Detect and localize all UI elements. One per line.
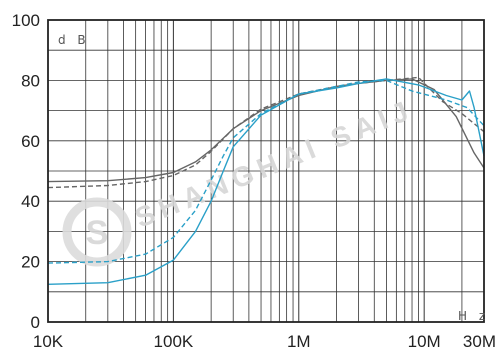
x-unit-label: H z	[458, 309, 489, 323]
chart-grid	[47, 20, 485, 322]
watermark-logo-letter: S	[86, 214, 109, 252]
y-tick-label: 40	[21, 192, 40, 211]
x-tick-label: 1M	[287, 332, 311, 351]
y-tick-label: 20	[21, 253, 40, 272]
x-axis-ticks: 10K 100K 1M 10M 30M	[33, 332, 496, 351]
y-tick-label: 100	[12, 11, 40, 30]
series-line-2	[47, 76, 485, 189]
x-tick-label: 10M	[408, 332, 441, 351]
y-tick-label: 0	[31, 313, 40, 332]
y-tick-label: 60	[21, 132, 40, 151]
shanghai-saij-watermark: S SHANGHAI SAIJ	[62, 93, 418, 267]
plot-frame	[47, 19, 485, 323]
y-unit-label: d B	[58, 33, 90, 47]
x-tick-label: 30M	[463, 332, 496, 351]
y-axis-ticks: 0 20 40 60 80 100	[12, 11, 40, 332]
chart-series	[47, 76, 485, 285]
x-tick-label: 10K	[33, 332, 64, 351]
y-tick-label: 80	[21, 71, 40, 90]
series-line-4	[47, 78, 485, 285]
x-tick-label: 100K	[154, 332, 194, 351]
series-line-3	[47, 79, 485, 264]
